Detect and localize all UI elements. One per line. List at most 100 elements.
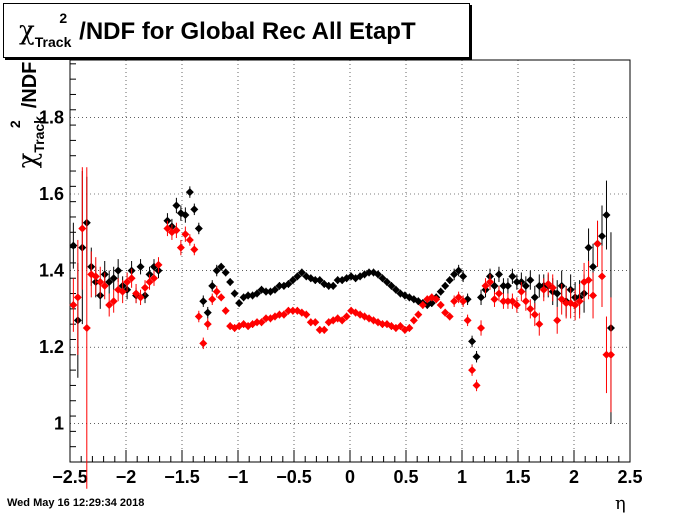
data-point <box>257 318 266 327</box>
axes: −2.5 −2 −1.5 −1 −0.5 0 0.5 1 1.5 2 2.5 1 1.2 1.4 1.6 1.… <box>39 59 643 487</box>
data-point <box>589 291 598 300</box>
data-point <box>338 316 347 325</box>
data-point <box>454 293 463 302</box>
data-point <box>109 274 118 283</box>
data-point <box>557 295 566 304</box>
data-point <box>324 281 333 290</box>
data-point <box>100 281 109 290</box>
data-point <box>212 287 221 296</box>
title-sub: Track <box>34 34 72 50</box>
data-point <box>521 281 530 290</box>
data-point <box>172 201 181 210</box>
data-point <box>499 297 508 306</box>
data-point <box>69 241 78 250</box>
data-point <box>176 243 185 252</box>
data-point <box>172 226 181 235</box>
y-axis-label: χTrack 2/NDF <box>7 30 47 200</box>
ylabel-rest: /NDF <box>19 61 41 109</box>
data-point <box>391 285 400 294</box>
data-point <box>208 281 217 290</box>
data-point <box>512 278 521 287</box>
data-point <box>405 324 414 332</box>
data-point <box>450 297 459 306</box>
data-point <box>329 281 338 290</box>
data-point <box>530 310 539 319</box>
data-point <box>199 297 208 306</box>
data-point <box>454 266 463 275</box>
data-point <box>73 293 82 302</box>
data-point <box>320 325 329 334</box>
data-point <box>589 262 598 271</box>
title-rest: /NDF for Global Rec All EtapT <box>79 18 416 45</box>
data-point <box>535 281 544 290</box>
data-point <box>378 320 387 329</box>
x-tick-label: 2 <box>569 467 579 487</box>
data-point <box>262 287 270 296</box>
data-point <box>279 310 288 319</box>
data-point <box>575 297 584 306</box>
data-point <box>602 211 611 220</box>
data-point <box>445 312 454 321</box>
x-tick-label: 0.5 <box>393 467 418 487</box>
data-point <box>432 295 441 304</box>
data-point <box>584 276 593 285</box>
data-point <box>553 289 562 298</box>
data-point <box>508 272 517 281</box>
data-point <box>91 272 100 281</box>
data-point <box>445 276 454 285</box>
data-point <box>526 304 535 313</box>
data-point <box>105 278 114 287</box>
data-point <box>105 301 114 310</box>
data-point <box>181 230 190 239</box>
data-point <box>598 232 606 241</box>
data-point <box>472 381 481 390</box>
title-box: χTrack 2/NDF for Global Rec All EtapT <box>3 3 470 58</box>
data-point <box>82 324 91 332</box>
data-point <box>284 279 293 288</box>
data-point <box>477 324 486 332</box>
data-point <box>584 243 593 252</box>
data-point <box>69 301 78 310</box>
data-point <box>226 278 235 287</box>
data-point <box>374 270 382 279</box>
data-point <box>311 276 320 285</box>
x-tick-label: −2.5 <box>52 467 88 487</box>
data-point <box>521 297 530 306</box>
data-point <box>118 287 127 296</box>
data-point <box>418 301 427 310</box>
data-point <box>409 316 418 325</box>
data-point <box>436 301 445 310</box>
data-point <box>203 308 212 317</box>
title-sup: 2 <box>59 10 68 26</box>
data-point <box>472 352 481 361</box>
data-point <box>217 262 226 271</box>
x-tick-label: −2 <box>116 467 137 487</box>
data-point <box>221 268 230 277</box>
data-point <box>136 262 145 271</box>
data-point <box>275 281 284 290</box>
data-point <box>503 297 512 306</box>
x-tick-label: −1 <box>228 467 249 487</box>
data-point <box>145 278 154 287</box>
data-point <box>468 366 477 375</box>
data-point <box>481 281 490 290</box>
data-point <box>132 289 141 298</box>
data-point <box>199 339 208 348</box>
data-point <box>185 235 194 244</box>
data-point <box>598 272 606 281</box>
data-point <box>194 224 203 233</box>
data-point <box>154 260 163 269</box>
chart-title: χTrack 2/NDF for Global Rec All EtapT <box>19 10 416 50</box>
y-tick-label: 1.4 <box>39 261 64 281</box>
data-point <box>315 276 324 285</box>
data-point <box>499 281 508 290</box>
data-point <box>490 295 499 304</box>
data-point <box>468 337 477 346</box>
data-point <box>494 289 503 298</box>
data-point <box>194 312 203 321</box>
data-point <box>275 310 284 319</box>
data-point <box>212 266 221 275</box>
data-point <box>387 281 396 290</box>
data-point <box>288 306 297 315</box>
data-point <box>244 291 253 300</box>
